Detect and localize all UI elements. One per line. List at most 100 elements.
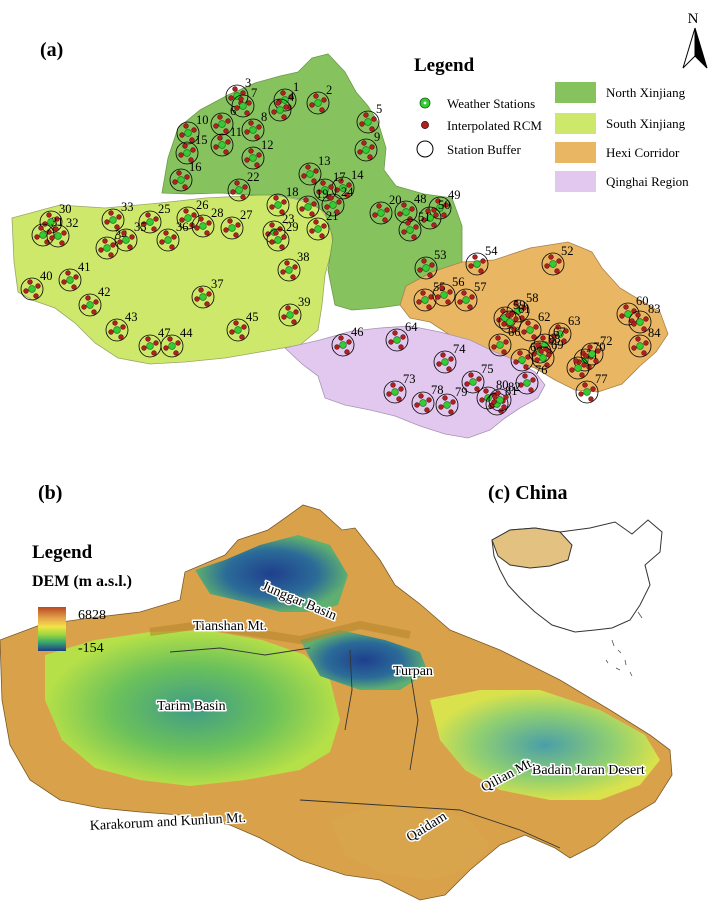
rcm-point [118,334,124,340]
rcm-point [376,203,382,209]
station-75: 75 [461,362,494,394]
rcm-point [234,180,240,186]
weather-station [556,330,564,338]
station-label: 5 [376,102,382,116]
weather-station [199,222,207,230]
dem-label: DEM (m a.s.l.) [32,573,132,590]
station-62: 62 [518,310,551,342]
legend-label-hexi-corridor: Hexi Corridor [606,145,680,160]
weather-station [234,326,242,334]
rcm-point [153,216,159,222]
rcm-point [108,329,114,335]
station-buffer [296,195,320,219]
rcm-point [153,340,159,346]
rcm-point [269,222,275,228]
rcm-point [280,90,286,96]
rcm-point [372,212,378,218]
station-buffer [20,277,44,301]
rcm-point [46,212,52,218]
station-label: 81 [505,384,518,398]
weather-station [146,342,154,350]
station-33: 33 [101,200,134,232]
weather-station [146,218,154,226]
station-label: 74 [453,342,466,356]
station-39: 39 [278,295,311,327]
rcm-point [292,264,298,270]
station-41: 41 [58,260,91,292]
weather-station [249,126,257,134]
rcm-point [631,345,637,351]
rcm-point [421,217,427,223]
station-label: 54 [485,244,498,258]
rcm-point [447,289,453,295]
rcm-point [244,157,250,163]
swatch-qinghai-region [555,171,596,192]
weather-station [436,204,444,212]
rcm-point [316,189,322,195]
station-buffer [398,218,422,242]
rcm-point [388,339,394,345]
rcm-point [384,207,390,213]
rcm-point [35,283,41,289]
weather-station [86,301,94,309]
rcm-point [528,387,534,393]
rcm-point [194,296,200,302]
weather-station [406,226,414,234]
rcm-point [582,382,588,388]
rcm-point [104,219,110,225]
rcm-point [190,147,196,153]
station-buffer [566,356,590,380]
station-buffer [432,283,456,307]
station-label: 41 [78,260,91,274]
legend-label-weather-stations: Weather Stations [447,96,535,111]
station-label: 62 [538,310,551,324]
station-16: 16 [169,160,202,192]
station-label: 38 [297,250,310,264]
rcm-point [501,321,507,327]
rcm-point [418,393,424,399]
station-label: 15 [195,133,208,147]
legend-label-interpolated-rcm: Interpolated RCM [447,118,542,133]
weather-station [66,276,74,284]
weather-station [426,214,434,222]
panel-c-label: (c) China [488,482,567,504]
station-26: 26 [176,198,209,230]
region-south-xinjiang [11,193,334,365]
station-buffer [220,216,244,240]
station-buffer [433,350,457,374]
station-buffer [191,214,215,238]
rcm-point [141,345,147,351]
station-71: 71 [566,348,599,380]
station-label: 50 [438,198,451,212]
rcm-point [230,189,236,195]
rcm-point [240,90,246,96]
weather-station [443,401,451,409]
rcm-point [445,299,451,305]
rcm-point [175,340,181,346]
station-label: 22 [247,170,260,184]
rcm-point [285,305,291,311]
rcm-point [227,218,233,224]
weather-station-symbol-center [423,101,427,105]
rcm-point [590,386,596,392]
station-68: 68 [528,332,561,364]
rcm-point [305,164,311,170]
rcm-point [623,304,629,310]
rcm-point [457,299,463,305]
north-arrow: N [682,11,708,69]
rcm-point [279,244,285,250]
station-32: 32 [46,216,79,248]
station-label: 33 [121,200,134,214]
dem-colorbar [38,607,66,651]
rcm-point [501,349,507,355]
rcm-point [233,320,239,326]
rcm-point [275,100,281,106]
station-24: 24 [321,185,354,217]
rcm-point [440,352,446,358]
rcm-point [159,239,165,245]
station-label: 76 [535,363,548,377]
rcm-point [581,362,587,368]
rcm-point [483,388,489,394]
rcm-point [167,336,173,342]
china-inset-map [491,519,663,677]
